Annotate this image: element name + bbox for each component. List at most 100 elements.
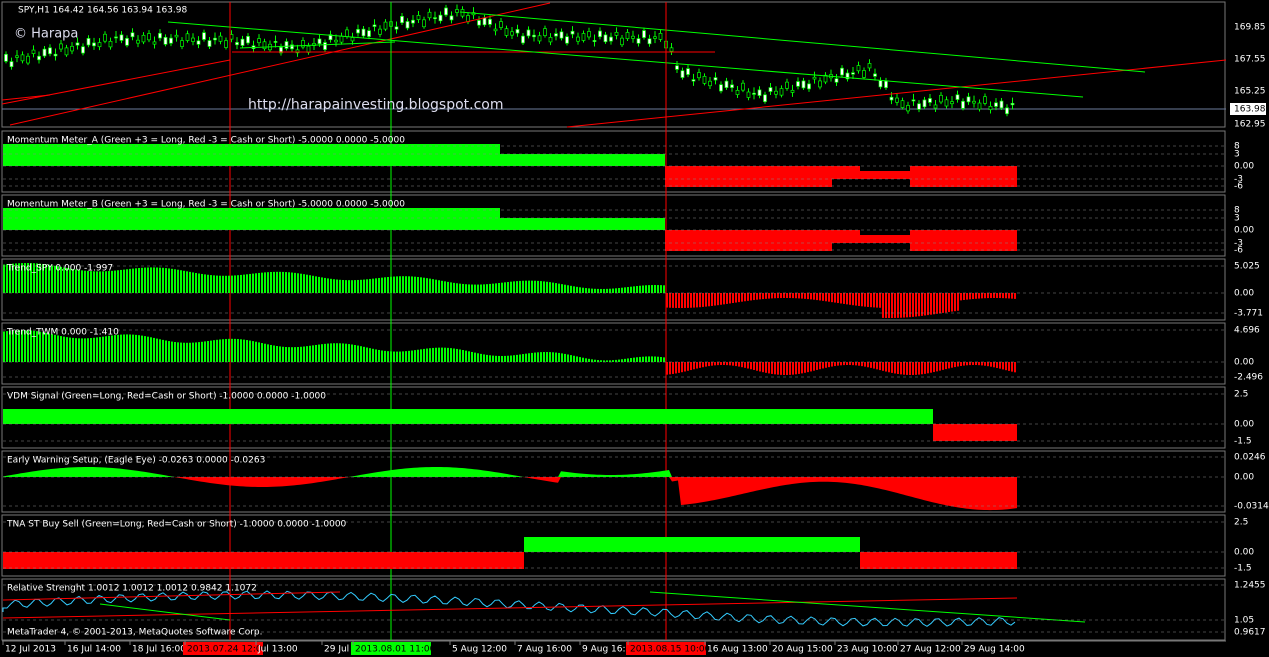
signal-block: [832, 166, 860, 179]
signal-block: [910, 230, 1017, 251]
candle-body: [867, 63, 872, 69]
candle-body: [246, 36, 250, 44]
candle-body: [158, 32, 162, 39]
candle-body: [911, 99, 916, 102]
panel-axis-label: -3: [1234, 239, 1243, 249]
candle-body: [999, 100, 1004, 109]
candle-body: [372, 24, 377, 27]
candle-body: [262, 41, 267, 50]
panel-frame: [1, 194, 1226, 257]
candle-body: [493, 28, 498, 32]
candle-body: [603, 34, 608, 43]
signal-block: [860, 171, 910, 179]
candle-body: [801, 80, 806, 89]
candle-body: [928, 98, 932, 103]
candle-body: [191, 37, 195, 42]
candle-body: [136, 39, 140, 44]
candle-body: [1010, 102, 1015, 106]
time-axis-label: 2013.07.24 12:00: [187, 645, 268, 655]
candle-body: [840, 67, 844, 76]
signal-block: [933, 424, 1017, 441]
candle-body: [669, 47, 674, 52]
candle-body: [279, 46, 283, 54]
candle-body: [218, 35, 223, 42]
candle-body: [438, 14, 443, 22]
time-axis-label: 29 Jul: [324, 645, 349, 655]
time-axis-label: 18 Jul 16:00: [132, 645, 186, 655]
time-axis-label: 7 Aug 16:00: [517, 645, 572, 655]
candle-body: [994, 102, 998, 107]
candle-body: [526, 29, 531, 37]
candle-body: [746, 91, 751, 98]
candle-body: [356, 29, 360, 34]
signal-block: [860, 552, 1017, 569]
candle-body: [713, 77, 718, 81]
histogram-area: [3, 477, 1017, 511]
trend-line: [1, 59, 231, 105]
chart-header: SPY,H1 164.42 164.56 163.94 163.98: [18, 6, 187, 16]
blog-url: http://harapainvesting.blogspot.com: [248, 97, 504, 113]
candle-body: [895, 97, 899, 103]
signal-block: [500, 154, 665, 166]
candle-body: [598, 30, 602, 38]
candle-body: [631, 35, 635, 39]
time-axis-label: 23 Aug 10:00: [837, 645, 898, 655]
candle-body: [900, 100, 905, 108]
candle-body: [543, 28, 547, 36]
candle-body: [367, 30, 371, 37]
candle-body: [581, 33, 586, 41]
candle-body: [108, 40, 113, 48]
candle-body: [499, 21, 503, 28]
candle-body: [125, 38, 129, 46]
panel-axis-label: -1.5: [1234, 437, 1252, 447]
candle-body: [103, 33, 107, 42]
panel-title: Momentum Meter_A (Green +3 = Long, Red -…: [7, 136, 405, 146]
candle-body: [334, 39, 338, 43]
candle-body: [119, 34, 124, 41]
panel-axis-label: 0.00: [1234, 548, 1254, 558]
candle-body: [64, 47, 69, 56]
candle-body: [521, 35, 525, 44]
candle-body: [702, 76, 707, 84]
time-axis-label: 2013.08.01 11:00: [355, 645, 436, 655]
candle-body: [587, 31, 591, 38]
candle-body: [570, 30, 575, 35]
trend-line: [1, 94, 51, 101]
candle-body: [405, 21, 410, 29]
candle-body: [59, 43, 63, 50]
panel-axis-label: 8: [1234, 142, 1240, 152]
candle-body: [548, 37, 553, 43]
panel-axis-label: 5.025: [1234, 262, 1260, 272]
candle-body: [339, 35, 344, 43]
candle-body: [642, 30, 646, 38]
candle-body: [185, 33, 190, 41]
panel-axis-label: -6: [1234, 246, 1243, 256]
candle-body: [636, 38, 641, 44]
time-axis-label: 12 Jul 2013: [5, 645, 56, 655]
candle-body: [427, 11, 432, 19]
candle-body: [317, 38, 322, 45]
candle-body: [955, 94, 960, 100]
signal-block: [3, 409, 933, 424]
trend-line: [459, 11, 1146, 73]
trend-line: [167, 21, 1084, 98]
candle-body: [504, 28, 509, 36]
candle-body: [444, 7, 448, 16]
candle-body: [416, 15, 421, 20]
candle-body: [658, 32, 663, 40]
candle-body: [554, 33, 558, 37]
candle-body: [163, 36, 168, 45]
candle-body: [680, 70, 685, 78]
panel-axis-label: -6: [1234, 182, 1243, 192]
price-axis-label: 163.98: [1234, 105, 1266, 115]
candle-body: [4, 53, 8, 62]
candle-body: [988, 105, 993, 111]
candle-body: [653, 36, 657, 39]
panel-axis-label: 1.05: [1234, 616, 1254, 626]
candle-body: [53, 53, 58, 57]
time-highlight: [626, 642, 706, 655]
candle-body: [1005, 107, 1009, 115]
candle-body: [851, 72, 855, 75]
candle-body: [972, 100, 976, 104]
candle-body: [97, 42, 102, 48]
